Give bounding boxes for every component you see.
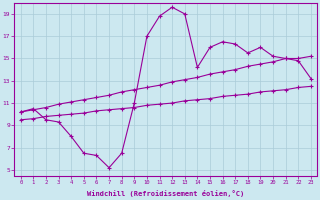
X-axis label: Windchill (Refroidissement éolien,°C): Windchill (Refroidissement éolien,°C): [87, 190, 244, 197]
